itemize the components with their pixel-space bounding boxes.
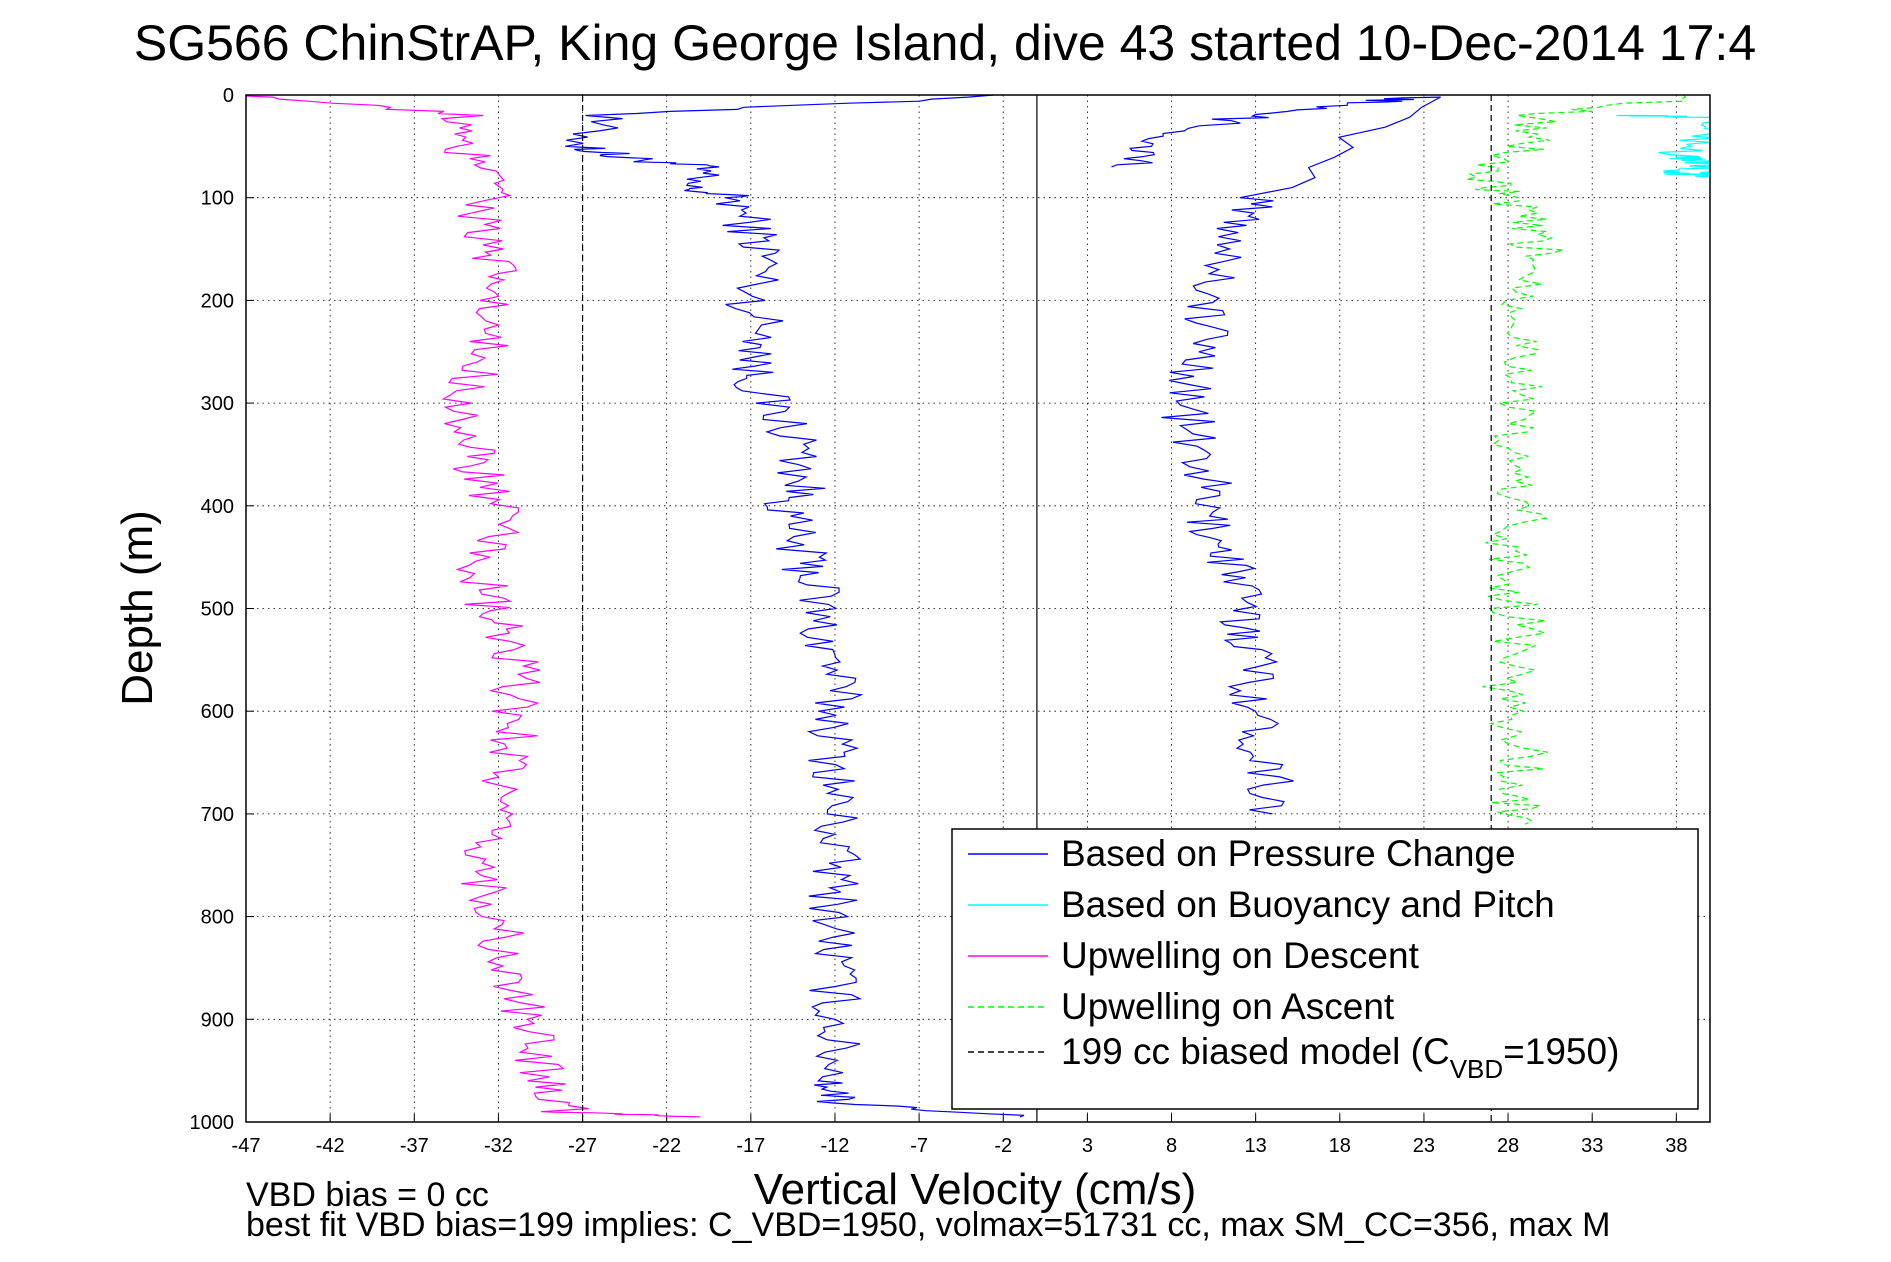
legend-label-post: =1950) <box>1503 1031 1619 1072</box>
y-tick-label: 200 <box>201 290 234 312</box>
x-tick-label: -42 <box>316 1135 345 1157</box>
legend-label-3: Upwelling on Ascent <box>1061 986 1395 1027</box>
annotation-vbd-bias: VBD bias = 0 cc <box>246 1176 489 1214</box>
legend: Based on Pressure Change Based on Buoyanc… <box>951 828 1699 1110</box>
x-axis-label: Vertical Velocity (cm/s) <box>754 1165 1197 1214</box>
x-tick-label: 13 <box>1245 1135 1267 1157</box>
y-tick-label: 300 <box>201 393 234 415</box>
x-tick-label: -47 <box>232 1135 261 1157</box>
series-line-4 <box>1466 95 1687 825</box>
y-tick-label: 1000 <box>190 1112 235 1134</box>
y-tick-label: 0 <box>223 85 234 107</box>
legend-label-pre: 199 cc biased model (C <box>1061 1031 1450 1072</box>
chart-title: SG566 ChinStrAP, King George Island, div… <box>134 15 1756 71</box>
x-tick-label: -27 <box>568 1135 597 1157</box>
legend-label-4: 199 cc biased model (CVBD=1950) <box>1061 1031 1619 1084</box>
y-tick-label: 600 <box>201 701 234 723</box>
x-tick-labels: -47 -42 -37 -32 -27 -22 -17 -12 -7 -2 3 8 13 18 23 28 33… <box>232 1135 1688 1157</box>
x-tick-label: 8 <box>1166 1135 1177 1157</box>
y-tick-label: 700 <box>201 804 234 826</box>
x-tick-label: 3 <box>1082 1135 1093 1157</box>
y-tick-label: 800 <box>201 907 234 929</box>
x-tick-label: -7 <box>910 1135 928 1157</box>
y-axis-label: Depth (m) <box>113 510 162 706</box>
x-tick-label: -12 <box>821 1135 850 1157</box>
plot-frame <box>245 94 1711 1123</box>
legend-box <box>951 828 1699 1110</box>
series-line-3 <box>246 95 701 1118</box>
y-tick-label: 400 <box>201 496 234 518</box>
legend-label-1: Based on Buoyancy and Pitch <box>1061 884 1555 925</box>
y-tick-label: 900 <box>201 1009 234 1031</box>
x-tick-label: 18 <box>1329 1135 1351 1157</box>
x-tick-label: -2 <box>994 1135 1012 1157</box>
x-tick-label: -22 <box>652 1135 681 1157</box>
x-tick-label: -17 <box>736 1135 765 1157</box>
x-tick-label: 38 <box>1665 1135 1687 1157</box>
legend-label-sub: VBD <box>1450 1054 1503 1084</box>
series-line-1 <box>1111 96 1441 815</box>
y-tick-label: 100 <box>201 188 234 210</box>
x-tick-label: 23 <box>1413 1135 1435 1157</box>
annotation-best-fit: best fit VBD bias=199 implies: C_VBD=195… <box>246 1206 1610 1244</box>
x-tick-label: 33 <box>1581 1135 1603 1157</box>
series-line-2 <box>1616 114 1710 178</box>
x-tick-label: -32 <box>484 1135 513 1157</box>
legend-label-0: Based on Pressure Change <box>1061 833 1516 874</box>
y-tick-label: 500 <box>201 599 234 621</box>
x-tick-label: -37 <box>400 1135 429 1157</box>
y-tick-labels: 0 100 200 300 400 500 600 700 800 900 1000 <box>190 85 235 1134</box>
series-line-0 <box>565 95 1025 1118</box>
x-tick-label: 28 <box>1497 1135 1519 1157</box>
legend-label-2: Upwelling on Descent <box>1061 935 1420 976</box>
